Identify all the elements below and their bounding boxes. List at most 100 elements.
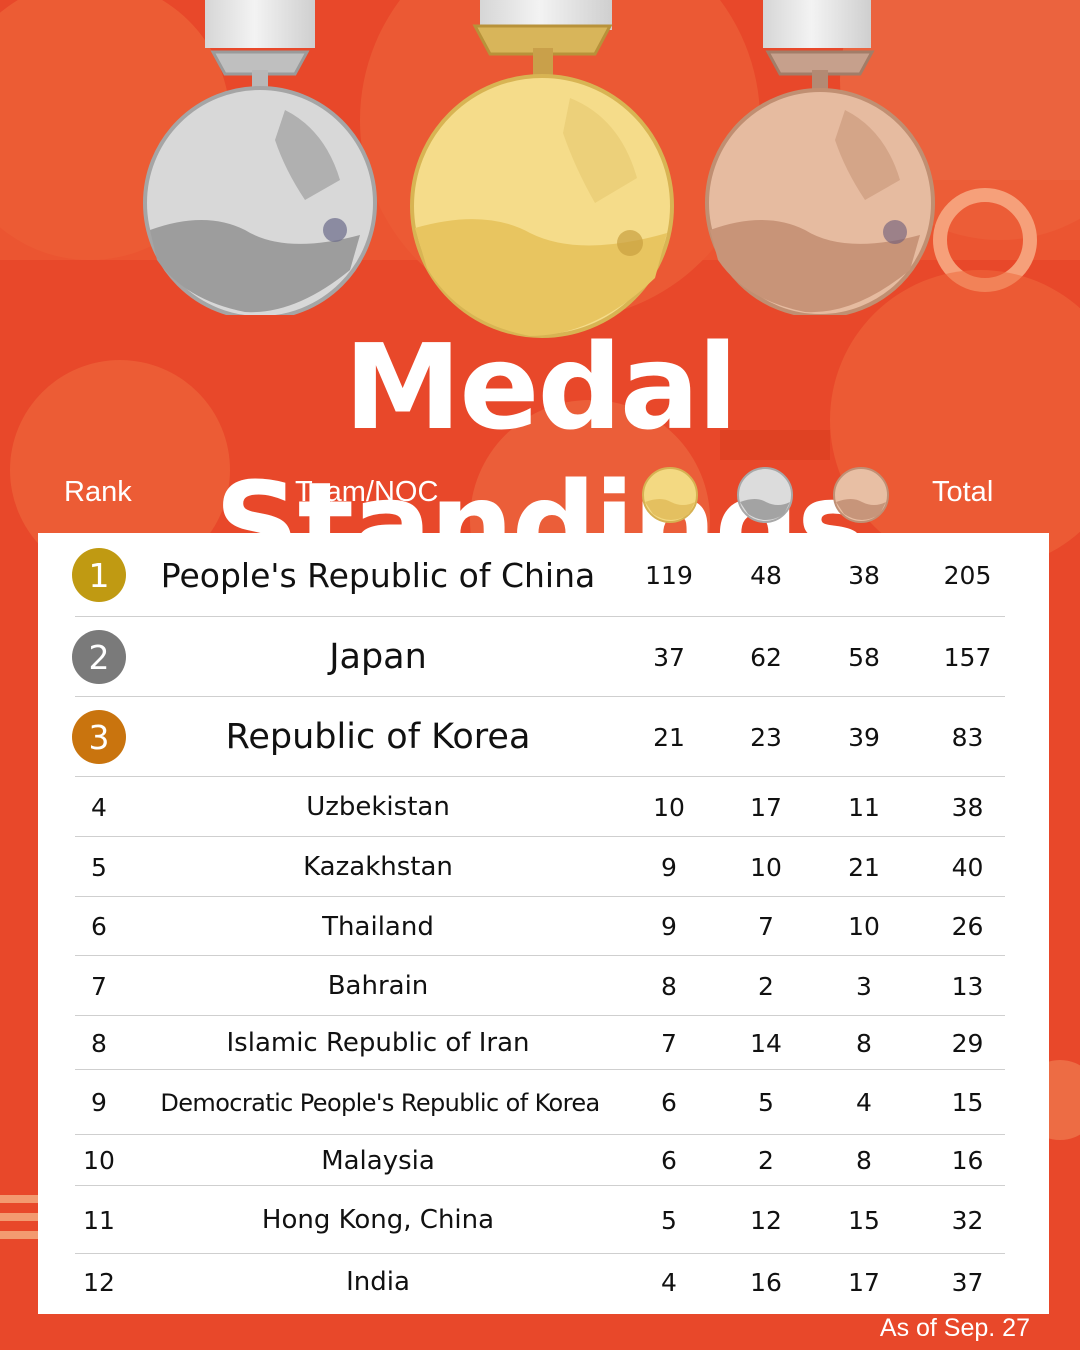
rank-number: 11	[83, 1205, 115, 1235]
bronze-count: 10	[848, 912, 880, 941]
bronze-count: 38	[848, 560, 880, 590]
bronze-column-icon	[833, 467, 889, 523]
gold-count: 10	[653, 792, 685, 822]
row-divider	[75, 616, 1005, 617]
table-row: 8 Islamic Republic of Iran 7 14 8 29	[38, 1016, 1049, 1070]
table-row: 2 Japan 37 62 58 157	[38, 617, 1049, 697]
row-divider	[75, 1134, 1005, 1135]
total-count: 32	[951, 1205, 984, 1235]
bronze-count: 4	[856, 1088, 872, 1117]
team-column-header: Team/NOC	[295, 476, 439, 508]
total-column-header: Total	[932, 476, 994, 508]
rank-number: 7	[91, 971, 107, 1001]
silver-count: 14	[750, 1028, 782, 1058]
table-row: 3 Republic of Korea 21 23 39 83	[38, 697, 1049, 777]
bronze-count: 8	[856, 1146, 872, 1175]
row-divider	[75, 1253, 1005, 1254]
silver-medal-ribbon	[205, 0, 315, 48]
row-divider	[75, 1185, 1005, 1186]
gold-count: 8	[661, 971, 677, 1001]
as-of-date: As of Sep. 27	[879, 1314, 1030, 1342]
gold-count: 6	[661, 1088, 677, 1117]
bronze-count: 21	[848, 852, 880, 882]
gold-column-icon	[642, 467, 698, 523]
table-row: 12 India 4 16 17 37	[38, 1254, 1049, 1310]
table-row: 11 Hong Kong, China 5 12 15 32	[38, 1186, 1049, 1254]
rank-column-header: Rank	[64, 476, 132, 508]
table-row: 4 Uzbekistan 10 17 11 38	[38, 777, 1049, 837]
silver-count: 16	[750, 1267, 782, 1297]
bronze-rank-badge: 3	[72, 710, 126, 764]
total-count: 205	[943, 560, 992, 590]
bronze-count: 17	[848, 1267, 880, 1297]
silver-count: 5	[758, 1088, 774, 1117]
table-row: 7 Bahrain 8 2 3 13	[38, 956, 1049, 1016]
team-name: Democratic People's Republic of Korea	[160, 1088, 600, 1117]
table-row: 6 Thailand 9 7 10 26	[38, 897, 1049, 956]
bronze-count: 58	[848, 642, 880, 672]
row-divider	[75, 836, 1005, 837]
row-divider	[75, 1069, 1005, 1070]
bronze-count: 3	[856, 971, 872, 1001]
gold-count: 9	[661, 912, 677, 941]
team-name: People's Republic of China	[160, 555, 596, 595]
gold-count: 7	[661, 1028, 677, 1058]
bronze-count: 8	[856, 1028, 872, 1058]
total-count: 40	[951, 852, 984, 882]
bronze-count: 11	[848, 792, 880, 822]
silver-count: 62	[750, 642, 782, 672]
total-count: 157	[943, 642, 992, 672]
silver-count: 23	[750, 722, 782, 752]
bronze-medal-ribbon	[763, 0, 871, 48]
team-name: Islamic Republic of Iran	[226, 1028, 530, 1058]
total-count: 16	[951, 1146, 984, 1175]
bronze-medal-icon	[705, 50, 935, 315]
silver-count: 10	[750, 852, 782, 882]
rank-number: 9	[91, 1088, 107, 1117]
team-name: India	[346, 1267, 410, 1297]
team-name: Republic of Korea	[225, 717, 531, 757]
standings-table: 1 People's Republic of China 119 48 38 2…	[38, 533, 1049, 1314]
total-count: 38	[951, 792, 984, 822]
gold-count: 119	[645, 560, 693, 590]
team-name: Bahrain	[327, 971, 429, 1001]
row-divider	[75, 896, 1005, 897]
table-row: 5 Kazakhstan 9 10 21 40	[38, 837, 1049, 897]
gold-count: 37	[653, 642, 685, 672]
gold-count: 21	[653, 722, 685, 752]
team-name: Kazakhstan	[303, 852, 453, 882]
table-row: 10 Malaysia 6 2 8 16	[38, 1135, 1049, 1186]
row-divider	[75, 776, 1005, 777]
rank-number: 4	[91, 792, 107, 822]
silver-count: 2	[758, 1146, 774, 1175]
silver-count: 12	[750, 1205, 782, 1235]
total-count: 15	[951, 1088, 984, 1117]
table-row: 9 Democratic People's Republic of Korea …	[38, 1070, 1049, 1135]
silver-medal-icon	[143, 50, 377, 315]
bronze-count: 15	[848, 1205, 880, 1235]
total-count: 83	[951, 722, 984, 752]
silver-column-icon	[737, 467, 793, 523]
rank-number: 12	[83, 1267, 115, 1297]
rank-number: 8	[91, 1028, 107, 1058]
total-count: 29	[951, 1028, 984, 1058]
team-name: Malaysia	[321, 1145, 435, 1176]
total-count: 37	[951, 1267, 984, 1297]
row-divider	[75, 696, 1005, 697]
bronze-count: 39	[848, 722, 880, 752]
silver-count: 7	[758, 912, 774, 941]
rank-number: 6	[91, 912, 107, 941]
row-divider	[75, 955, 1005, 956]
rank-number: 5	[91, 852, 107, 882]
team-name: Thailand	[322, 911, 434, 942]
team-name: Hong Kong, China	[261, 1205, 495, 1235]
gold-count: 9	[661, 852, 677, 882]
silver-count: 17	[750, 792, 782, 822]
team-name: Japan	[329, 637, 427, 677]
gold-rank-badge: 1	[72, 548, 126, 602]
gold-medal-icon	[410, 24, 674, 338]
table-row: 1 People's Republic of China 119 48 38 2…	[38, 533, 1049, 617]
silver-rank-badge: 2	[72, 630, 126, 684]
row-divider	[75, 1015, 1005, 1016]
gold-count: 6	[661, 1146, 677, 1175]
